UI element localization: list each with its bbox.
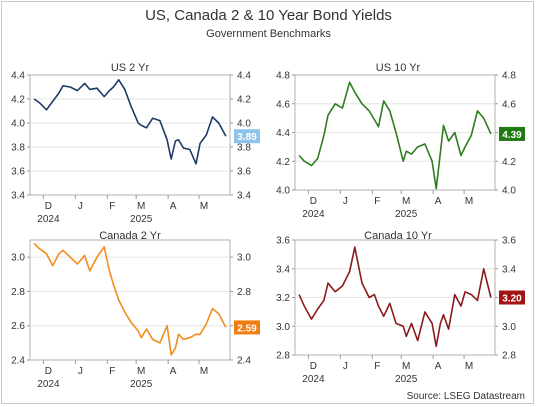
canada-10yr-ytick-label-right: 3.4 xyxy=(502,264,516,275)
canada-10yr-ytick-label-left: 3.6 xyxy=(276,236,290,247)
canada-2yr-series-line xyxy=(33,242,227,356)
source-note: Source: LSEG Datastream xyxy=(406,391,525,402)
canada-10yr-xtick-label: M xyxy=(402,361,410,372)
us-10yr-ytick-label-right: 4.2 xyxy=(502,157,516,168)
us-2yr-plot-border xyxy=(29,74,231,196)
us-2yr-ytick-label-left: 3.8 xyxy=(11,143,25,154)
canada-2yr-title: Canada 2 Yr xyxy=(99,230,161,242)
us-2yr-xtick-label: M xyxy=(200,201,208,212)
canada-2yr-year-label: 2025 xyxy=(130,379,153,390)
canada-2yr-ytick-label-right: 3.0 xyxy=(237,253,251,264)
canada-2yr-ytick-label-left: 2.4 xyxy=(11,356,25,367)
us-10yr-ytick-label-left: 4.2 xyxy=(276,157,290,168)
canada-10yr-last-value-badge xyxy=(499,290,525,305)
us-2yr-xtick-label: J xyxy=(78,201,83,212)
canada-2yr-plot-border xyxy=(29,239,231,361)
us-10yr-last-value-badge xyxy=(499,126,525,141)
chart-canada-10yr: Canada 10 Yr2.82.83.03.03.23.23.43.43.63… xyxy=(276,230,525,385)
us-2yr-ytick-label-right: 4.0 xyxy=(237,119,251,130)
us-2yr-xtick-label: M xyxy=(137,201,145,212)
canada-10yr-ytick-label-right: 3.0 xyxy=(502,322,516,333)
canada-2yr-ytick-label-left: 2.8 xyxy=(11,287,25,298)
us-2yr-xtick-label: D xyxy=(45,201,52,212)
canada-2yr-xtick-label: M xyxy=(200,366,208,377)
canada-2yr-ytick-label-left: 3.0 xyxy=(11,253,25,264)
us-10yr-last-value-label: 4.39 xyxy=(502,130,522,141)
canada-2yr-xtick-label: J xyxy=(78,366,83,377)
us-2yr-ytick-label-right: 3.8 xyxy=(237,143,251,154)
canada-2yr-ytick-label-right: 2.4 xyxy=(237,356,251,367)
us-2yr-ytick-label-left: 4.4 xyxy=(11,71,25,82)
canada-10yr-ytick-label-left: 2.8 xyxy=(276,351,290,362)
canada-10yr-xtick-label: A xyxy=(435,361,442,372)
figure-title: US, Canada 2 & 10 Year Bond Yields xyxy=(145,7,392,24)
canada-10yr-ytick-label-left: 3.0 xyxy=(276,322,290,333)
us-10yr-ytick-label-left: 4.6 xyxy=(276,99,290,110)
canada-10yr-xtick-label: F xyxy=(374,361,380,372)
us-10yr-series-line xyxy=(298,81,492,190)
us-2yr-title: US 2 Yr xyxy=(111,62,150,74)
us-10yr-ytick-label-left: 4.4 xyxy=(276,128,290,139)
us-10yr-ytick-label-left: 4.8 xyxy=(276,71,290,82)
canada-2yr-xtick-label: D xyxy=(45,366,52,377)
us-2yr-last-value-label: 3.89 xyxy=(237,132,257,143)
us-2yr-series-line xyxy=(33,79,227,165)
us-10yr-xtick-label: D xyxy=(310,196,317,207)
canada-10yr-last-value-label: 3.20 xyxy=(502,294,522,305)
canada-10yr-series-line xyxy=(298,246,492,348)
us-10yr-year-label: 2024 xyxy=(302,209,325,220)
canada-2yr-year-label: 2024 xyxy=(37,379,60,390)
us-2yr-year-label: 2025 xyxy=(130,214,153,225)
us-2yr-ytick-label-left: 4.0 xyxy=(11,119,25,130)
canada-10yr-ytick-label-left: 3.2 xyxy=(276,293,290,304)
us-2yr-xtick-label: F xyxy=(109,201,115,212)
canada-10yr-xtick-label: J xyxy=(343,361,348,372)
us-2yr-ytick-label-right: 3.6 xyxy=(237,167,251,178)
us-10yr-ytick-label-right: 4.6 xyxy=(502,99,516,110)
us-10yr-ytick-label-right: 4.0 xyxy=(502,186,516,197)
canada-10yr-ytick-label-right: 2.8 xyxy=(502,351,516,362)
us-10yr-xtick-label: A xyxy=(435,196,442,207)
canada-10yr-year-label: 2024 xyxy=(302,374,325,385)
us-2yr-xtick-label: A xyxy=(170,201,177,212)
us-10yr-xtick-label: F xyxy=(374,196,380,207)
canada-10yr-ytick-label-right: 3.6 xyxy=(502,236,516,247)
us-10yr-xtick-label: J xyxy=(343,196,348,207)
canada-2yr-xtick-label: M xyxy=(137,366,145,377)
us-2yr-last-value-badge xyxy=(234,129,260,144)
chart-us-2yr: US 2 Yr 3.4 3.4 3.6 3.6 3.8 3.8 4.0 4.0 4.2 4.2 4.4… xyxy=(11,62,260,225)
us-10yr-xtick-label: M xyxy=(402,196,410,207)
us-10yr-xtick-label: M xyxy=(465,196,473,207)
figure-subtitle: Government Benchmarks xyxy=(206,28,331,40)
chart-us-10yr: US 10 Yr4.04.04.24.24.44.44.64.64.84.8DJ… xyxy=(276,62,525,220)
us-2yr-ytick-label-left: 3.4 xyxy=(11,191,25,202)
us-10yr-year-label: 2025 xyxy=(395,209,418,220)
canada-10yr-xtick-label: M xyxy=(465,361,473,372)
canada-2yr-last-value-label: 2.59 xyxy=(237,323,257,334)
us-2yr-ytick-label-right: 4.4 xyxy=(237,71,251,82)
canada-10yr-ytick-label-left: 3.4 xyxy=(276,264,290,275)
us-10yr-ytick-label-right: 4.8 xyxy=(502,71,516,82)
canada-10yr-title: Canada 10 Yr xyxy=(364,230,432,242)
us-2yr-ytick-label-right: 4.2 xyxy=(237,95,251,106)
us-2yr-ytick-label-right: 3.4 xyxy=(237,191,251,202)
chart-canada-2yr: Canada 2 Yr2.42.42.62.62.82.83.03.0DJFMA… xyxy=(11,230,260,390)
us-2yr-ytick-label-left: 4.2 xyxy=(11,95,25,106)
canada-2yr-xtick-label: F xyxy=(109,366,115,377)
canada-2yr-xtick-label: A xyxy=(170,366,177,377)
us-2yr-year-label: 2024 xyxy=(37,214,60,225)
canada-2yr-ytick-label-right: 2.8 xyxy=(237,287,251,298)
us-10yr-title: US 10 Yr xyxy=(376,62,421,74)
canada-2yr-last-value-badge xyxy=(234,320,260,335)
canada-2yr-ytick-label-left: 2.6 xyxy=(11,321,25,332)
canada-10yr-xtick-label: D xyxy=(310,361,317,372)
us-10yr-ytick-label-left: 4.0 xyxy=(276,186,290,197)
us-2yr-ytick-label-left: 3.6 xyxy=(11,167,25,178)
canada-10yr-year-label: 2025 xyxy=(395,374,418,385)
